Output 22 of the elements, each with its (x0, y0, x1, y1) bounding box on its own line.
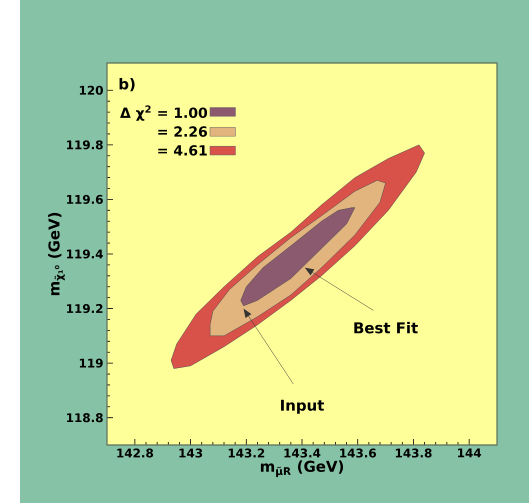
x-tick-label: 143 (179, 448, 202, 458)
x-tick-label: 144 (458, 448, 482, 458)
legend-label: = 2.26 (158, 126, 207, 137)
legend-label: = 4.61 (158, 145, 207, 156)
y-tick-label: 119.4 (67, 249, 103, 259)
y-axis-title: m$_{χ̃₁⁰}$ (GeV) (48, 212, 65, 296)
y-tick-label: 118.8 (67, 413, 103, 422)
annotation: b) (120, 78, 135, 92)
legend-label: Δ χ$^{2}$ = 1.00 (120, 105, 208, 121)
y-tick-label: 120 (80, 86, 103, 95)
x-tick-label: 142.8 (117, 448, 154, 458)
annotation: Input (281, 400, 324, 414)
y-tick-label: 119.6 (67, 194, 103, 204)
x-tick-label: 143.4 (284, 448, 320, 458)
x-tick-label: 143.6 (340, 448, 376, 458)
x-tick-label: 143.8 (396, 448, 432, 458)
x-axis-title: m$_{μ̃R}$ (GeV) (260, 460, 344, 478)
y-tick-label: 119.2 (67, 304, 102, 314)
y-tick-label: 119 (80, 358, 103, 368)
y-tick-label: 119.8 (67, 140, 103, 150)
x-tick-label: 143.2 (228, 448, 264, 458)
annotation: Best Fit (354, 322, 418, 334)
